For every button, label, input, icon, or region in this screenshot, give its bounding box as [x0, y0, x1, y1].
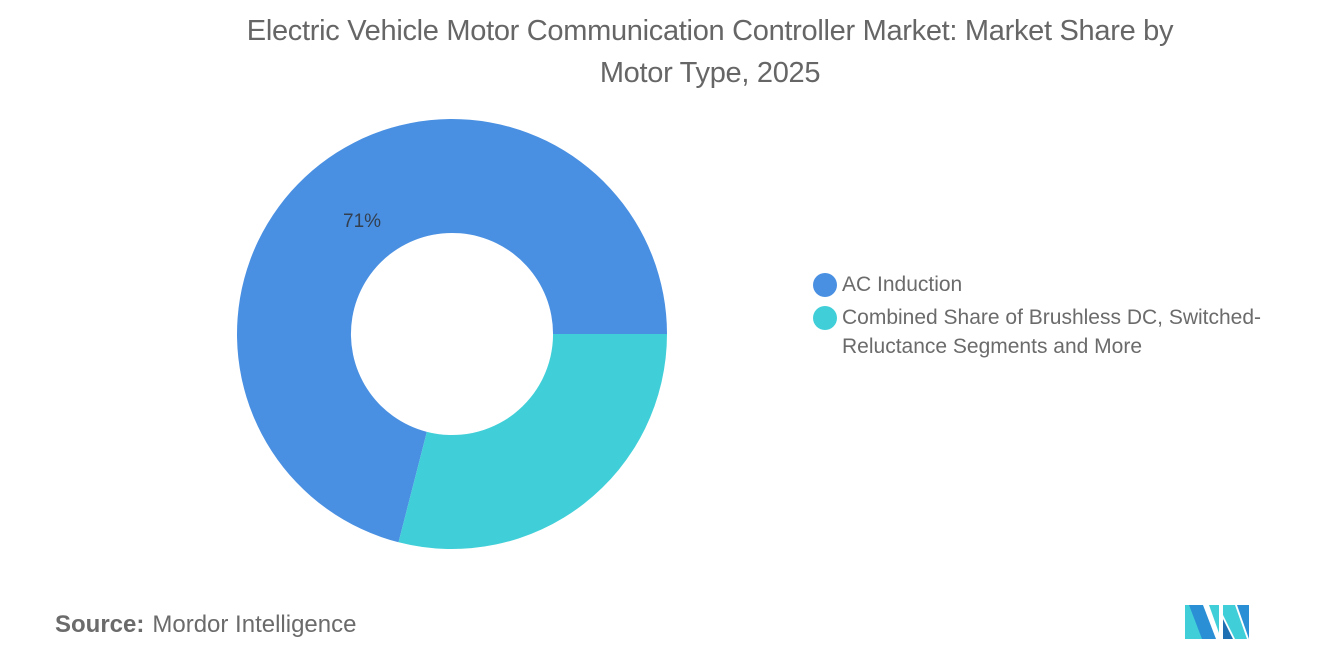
legend-label: Combined Share of Brushless DC, Switched… — [842, 306, 1262, 358]
chart-title-line-2: Motor Type, 2025 — [599, 57, 821, 89]
legend-swatch-circle-icon — [813, 273, 837, 297]
legend-item-combined-share[interactable]: Combined Share of Brushless DC, Switched… — [813, 303, 1283, 361]
legend-item-ac-induction[interactable]: AC Induction — [813, 270, 1283, 299]
source-key: Source: — [55, 611, 145, 638]
legend: AC Induction Combined Share of Brushless… — [813, 270, 1283, 365]
legend-swatch-circle-icon — [813, 306, 837, 330]
donut-slices — [237, 118, 667, 549]
mordor-intelligence-logo-icon — [1185, 605, 1249, 639]
legend-label: AC Induction — [842, 273, 963, 296]
chart-title-line-1: Electric Vehicle Motor Communication Con… — [246, 15, 1174, 47]
source-attribution: Source: Mordor Intelligence — [55, 611, 356, 639]
slice-label-ac-induction: 71% — [343, 211, 381, 232]
chart-title: Electric Vehicle Motor Communication Con… — [140, 10, 1280, 94]
donut-slice-1[interactable] — [398, 334, 667, 549]
source-value: Mordor Intelligence — [152, 611, 357, 638]
donut-slice-0[interactable] — [237, 118, 667, 543]
